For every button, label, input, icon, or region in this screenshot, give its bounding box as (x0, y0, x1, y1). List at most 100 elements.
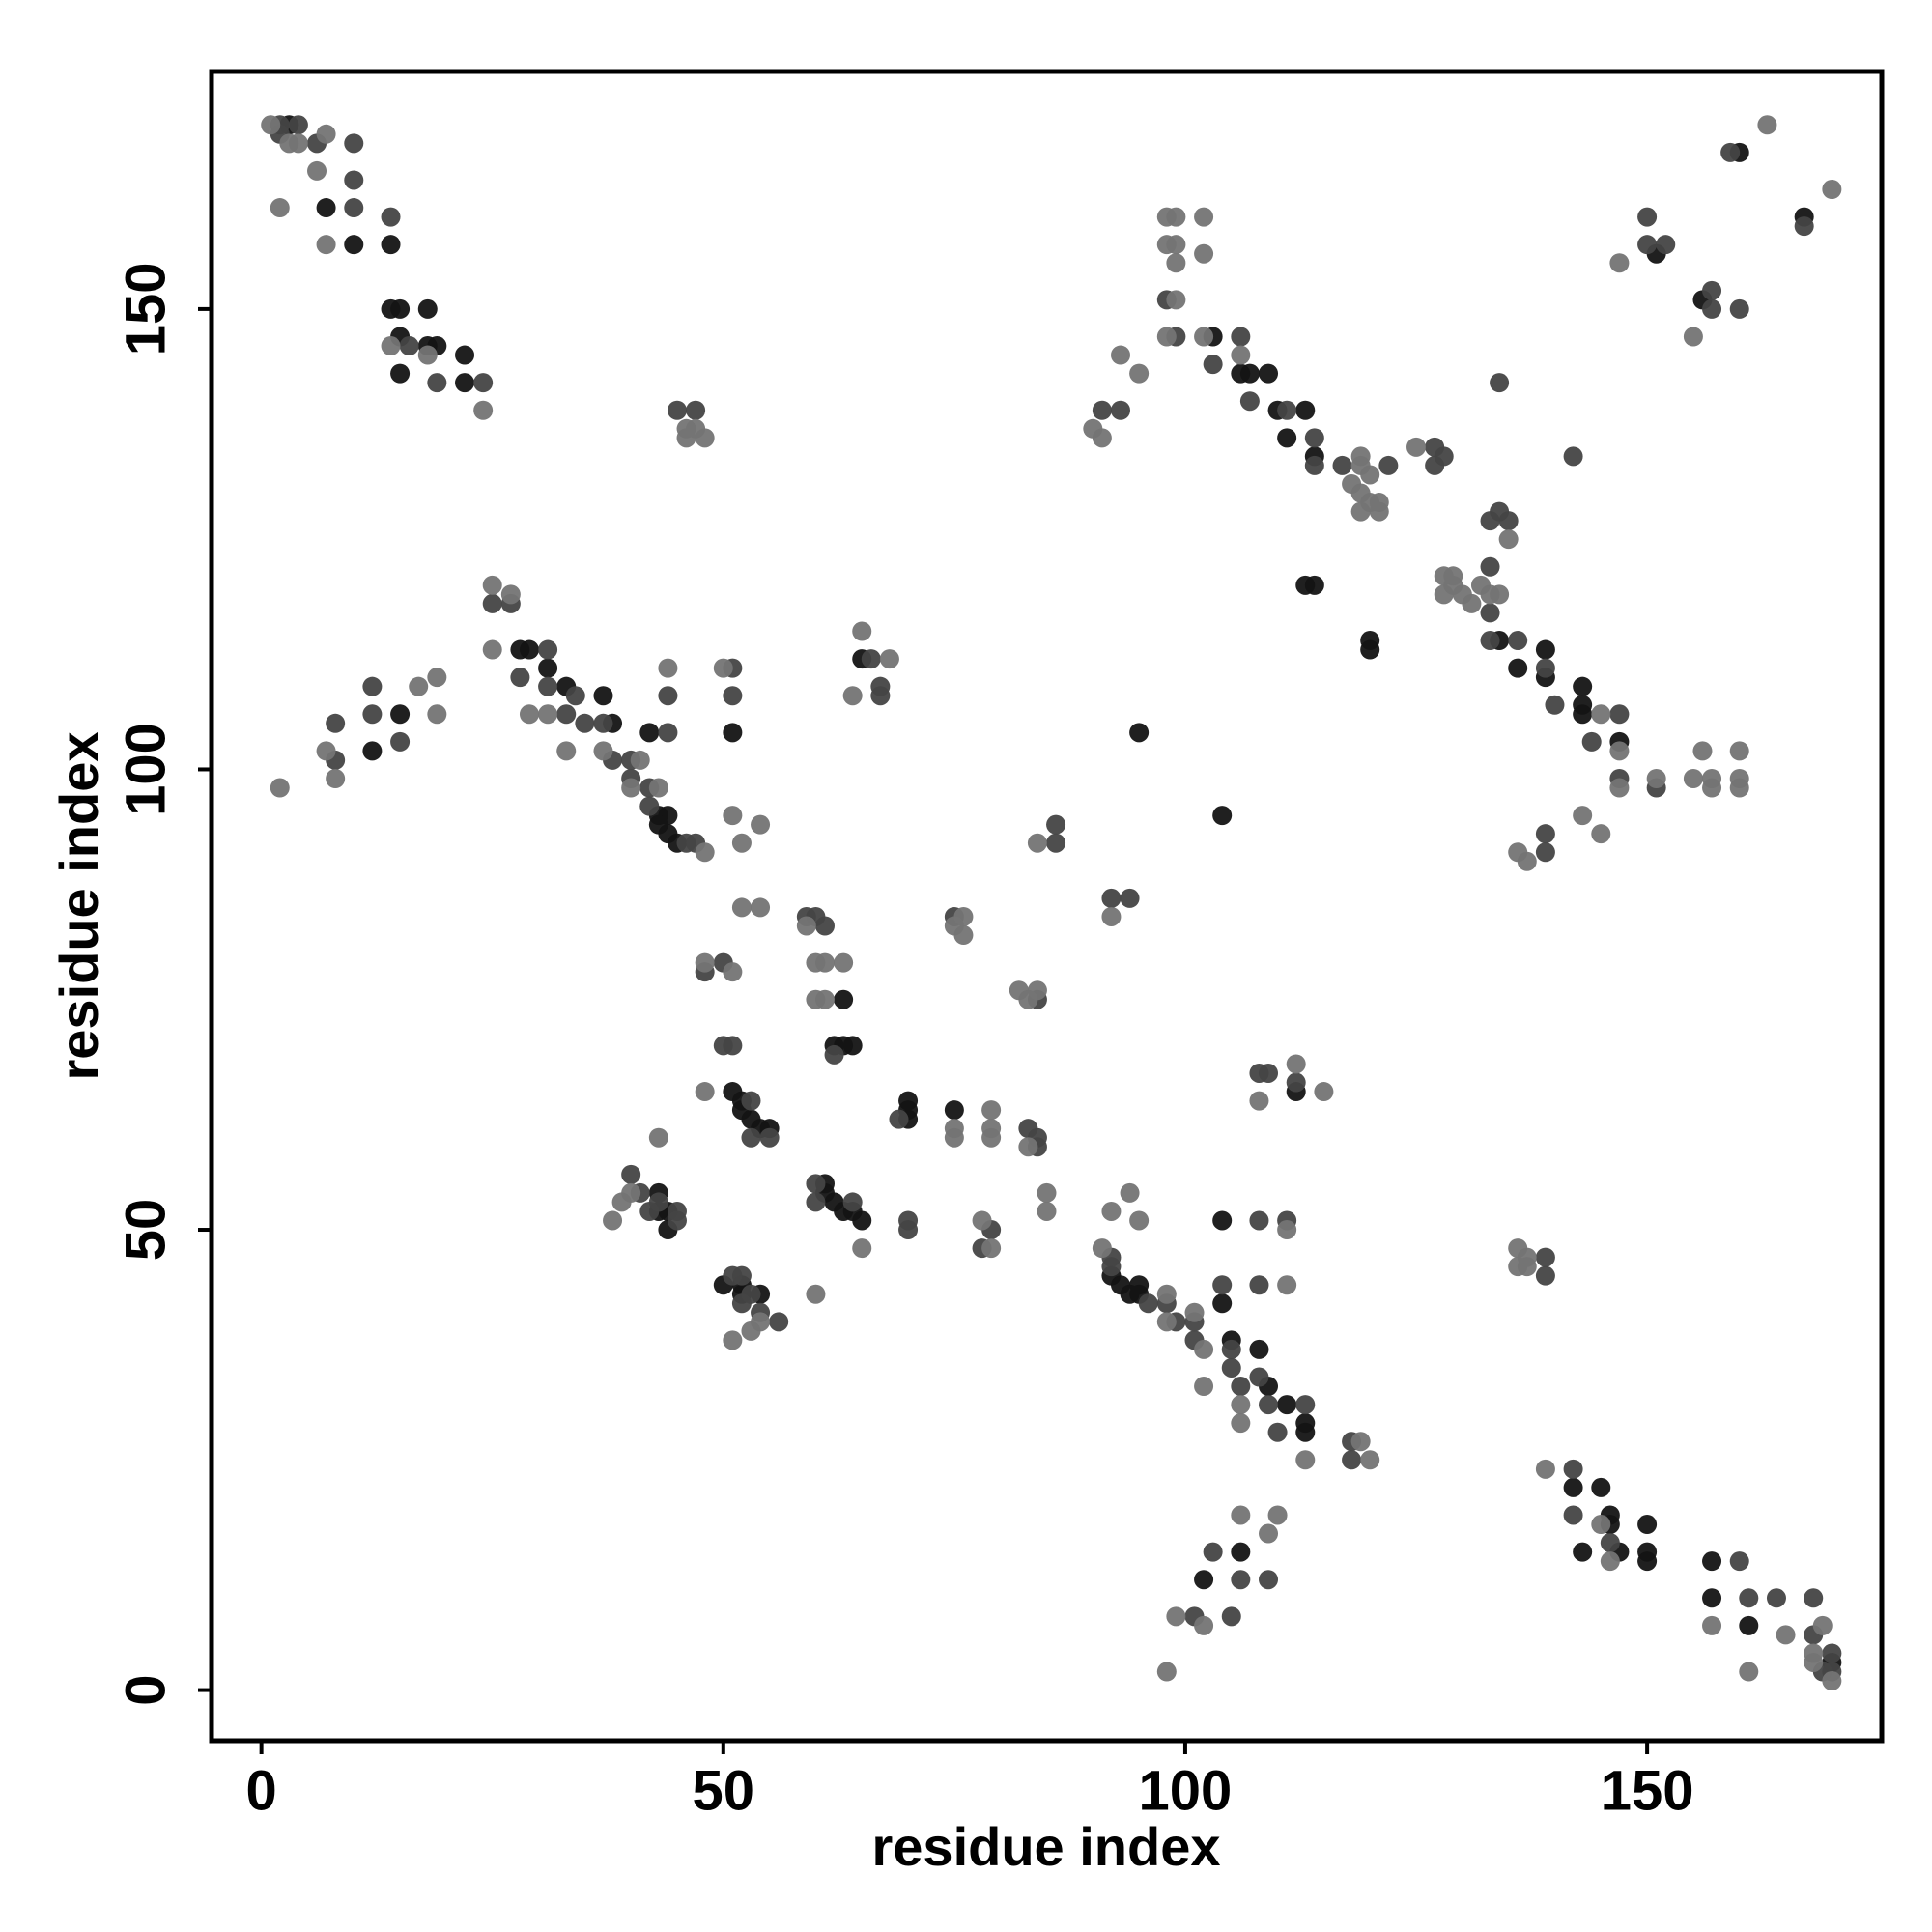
contact-point (1037, 1201, 1057, 1221)
contact-point (1822, 1643, 1842, 1663)
contact-point (1101, 1201, 1122, 1221)
contact-point (1720, 142, 1741, 162)
contact-point (1609, 704, 1630, 724)
contact-point (723, 723, 743, 743)
contact-point (1111, 400, 1131, 420)
contact-point (316, 235, 336, 255)
contact-point (427, 704, 447, 724)
contact-point (344, 198, 364, 218)
contact-point (1508, 1238, 1528, 1259)
contact-point (1295, 400, 1316, 420)
contact-point (723, 1265, 743, 1286)
contact-point (390, 363, 411, 384)
contact-point (1037, 1182, 1057, 1203)
contact-point (611, 1192, 632, 1212)
contact-point (1591, 1515, 1611, 1535)
contact-point (519, 704, 539, 724)
contact-point (316, 741, 336, 761)
contact-point (953, 925, 974, 946)
contact-point (898, 1091, 919, 1111)
contact-point (1702, 1588, 1722, 1608)
contact-point (1138, 1293, 1158, 1314)
contact-point (1239, 363, 1260, 384)
contact-point (1573, 806, 1593, 826)
contact-point (1581, 731, 1602, 752)
contact-point (898, 1210, 919, 1231)
contact-point (390, 731, 411, 752)
contact-point (1259, 363, 1279, 384)
contact-point (1239, 391, 1260, 412)
contact-point (1092, 428, 1112, 448)
contact-point (1249, 1063, 1269, 1083)
contact-point (1490, 373, 1510, 393)
contact-point (806, 1284, 826, 1304)
contact-point (1563, 1477, 1583, 1497)
contact-point (1295, 1450, 1316, 1470)
contact-point (482, 575, 502, 595)
contact-point (1508, 658, 1528, 678)
contact-point (1369, 501, 1389, 522)
contact-point (1739, 1662, 1759, 1682)
y-tick-label: 50 (114, 1199, 177, 1262)
contact-point (1101, 888, 1122, 908)
contact-point (1304, 455, 1324, 475)
contact-point (751, 897, 771, 918)
contact-point (593, 686, 613, 706)
contact-point (1231, 1542, 1251, 1562)
contact-point (1277, 1395, 1297, 1415)
contact-point (1535, 1265, 1555, 1286)
contact-point (1573, 1542, 1593, 1562)
contact-point (806, 1174, 826, 1194)
contact-point (1194, 1615, 1214, 1635)
contact-point (362, 676, 383, 696)
contact-point (1776, 1625, 1796, 1645)
contact-point (1212, 806, 1233, 826)
contact-point (1018, 1119, 1038, 1139)
contact-point (759, 1127, 780, 1148)
contact-point (1683, 327, 1703, 347)
contact-point (648, 1192, 668, 1212)
contact-point (1249, 1210, 1269, 1231)
contact-point (1111, 345, 1131, 365)
contact-point (1646, 768, 1666, 788)
contact-point (1360, 1450, 1380, 1470)
contact-point (842, 1036, 863, 1056)
contact-point (417, 345, 438, 365)
contact-point (1729, 741, 1749, 761)
contact-point (1277, 400, 1297, 420)
contact-point (1184, 1302, 1205, 1322)
contact-point (806, 1192, 826, 1212)
contact-point (1739, 1588, 1759, 1608)
contact-point (1156, 1662, 1177, 1682)
contact-point (1637, 1515, 1658, 1535)
contact-point (1406, 437, 1427, 457)
contact-point (1231, 1413, 1251, 1434)
contact-point (1609, 253, 1630, 273)
contact-point (1267, 1422, 1288, 1442)
contact-point (1535, 1247, 1555, 1267)
contact-point (1600, 1551, 1620, 1572)
contact-point (1822, 1671, 1842, 1691)
contact-point (1600, 1533, 1620, 1553)
contact-point (575, 713, 595, 733)
contact-point (1434, 566, 1454, 586)
contact-point (667, 1210, 687, 1231)
contact-point (1092, 400, 1112, 420)
contact-point (824, 1044, 844, 1065)
contact-point (1156, 1312, 1177, 1332)
contact-point (1508, 1257, 1528, 1277)
x-tick-label: 100 (1139, 1759, 1233, 1822)
contact-point (1535, 824, 1555, 844)
contact-point (1591, 824, 1611, 844)
contact-point (1332, 455, 1352, 475)
contact-point (1203, 1542, 1223, 1562)
contact-point (944, 1100, 964, 1121)
contact-point (381, 235, 401, 255)
contact-point (1018, 1137, 1038, 1157)
contact-point (1194, 207, 1214, 227)
contact-point (814, 952, 835, 973)
contact-point (1637, 235, 1658, 255)
contact-point (1231, 1505, 1251, 1525)
